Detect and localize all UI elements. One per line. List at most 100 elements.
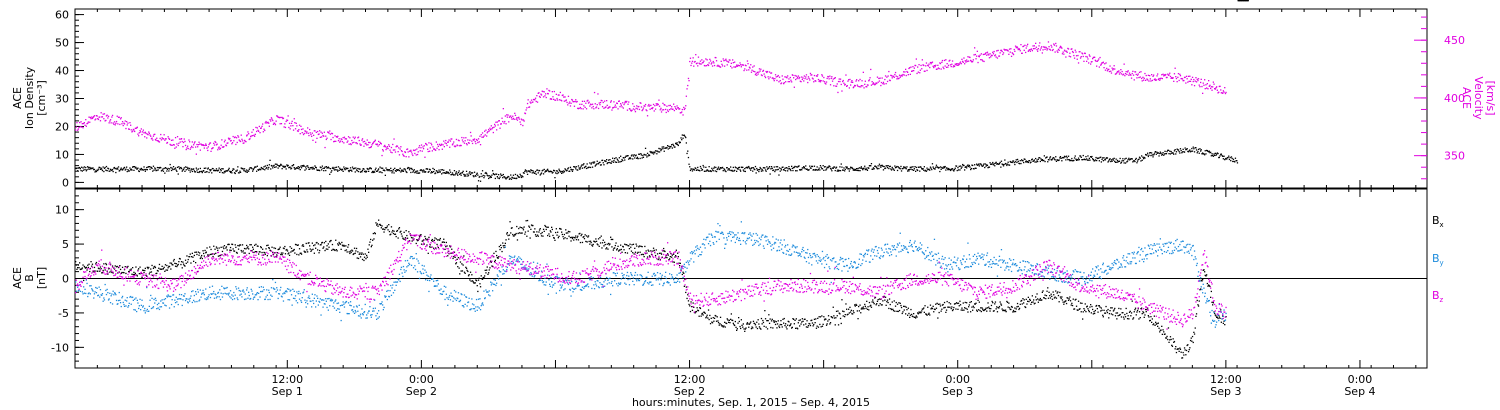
density-point (1202, 152, 1204, 154)
density-point (439, 171, 441, 173)
density-point (1085, 156, 1087, 158)
bx-point (227, 243, 229, 246)
density-point (589, 166, 592, 169)
bx-point (162, 268, 165, 270)
velocity-point (726, 64, 728, 66)
bx-point (337, 243, 339, 245)
velocity-point (105, 115, 108, 117)
density-point (1025, 160, 1027, 162)
velocity-point (1166, 76, 1168, 79)
density-point (637, 158, 639, 160)
velocity-point (711, 62, 713, 64)
velocity-point (425, 143, 427, 145)
density-point (974, 164, 976, 166)
density-point (702, 164, 704, 167)
bx-point (331, 249, 333, 251)
density-point (768, 166, 771, 168)
velocity-point (164, 138, 167, 140)
bx-point (949, 303, 952, 305)
bx-point (309, 248, 311, 250)
density-point (465, 170, 468, 172)
density-point (152, 165, 155, 167)
density-point (391, 172, 393, 174)
density-point (1182, 148, 1184, 150)
density-point (727, 169, 729, 171)
density-point (742, 169, 744, 171)
velocity-point (748, 66, 751, 68)
bx-point (360, 253, 362, 255)
velocity-point (1098, 66, 1100, 68)
velocity-point (1195, 77, 1197, 79)
velocity-point (730, 65, 732, 67)
bx-point (898, 309, 901, 312)
bx-point (805, 323, 807, 325)
bx-point (392, 232, 395, 235)
velocity-point (559, 99, 561, 101)
velocity-point (392, 143, 394, 146)
density-point (187, 167, 189, 169)
bx-point (553, 237, 555, 239)
bx-point (560, 228, 562, 230)
bx-point (974, 303, 976, 305)
bx-point (119, 268, 122, 271)
velocity-point (632, 108, 635, 110)
density-point (175, 169, 177, 171)
bx-point (462, 264, 464, 266)
bx-point (411, 240, 413, 242)
bx-point (529, 237, 531, 239)
velocity-point (558, 94, 560, 96)
velocity-point (815, 75, 818, 77)
velocity-point (377, 145, 379, 147)
velocity-point (1075, 55, 1078, 57)
velocity-point (281, 116, 283, 119)
density-point (744, 170, 746, 173)
velocity-point (762, 70, 764, 72)
density-point (1216, 153, 1218, 155)
velocity-point (860, 86, 862, 88)
bx-point (859, 304, 861, 306)
bx-point (278, 248, 280, 250)
density-point (1017, 160, 1019, 162)
bx-point (93, 266, 96, 269)
bx-point (896, 310, 898, 312)
top-panel-frame (74, 8, 1428, 189)
velocity-point (966, 60, 968, 63)
density-point (129, 167, 131, 169)
density-point (644, 154, 646, 156)
bx-point (302, 245, 305, 247)
bx-point (565, 229, 567, 231)
velocity-point (451, 138, 453, 140)
bx-point (258, 251, 260, 253)
density-point (789, 168, 791, 170)
bx-point (133, 271, 135, 273)
bx-point (325, 240, 327, 243)
density-point (569, 166, 572, 168)
velocity-point (126, 124, 128, 126)
bx-point (841, 299, 843, 301)
bx-point (378, 223, 380, 226)
velocity-point (335, 136, 338, 138)
velocity-point (1200, 81, 1202, 84)
velocity-point (228, 138, 230, 141)
bx-point (272, 254, 275, 256)
velocity-point (733, 66, 735, 68)
bx-point (150, 268, 152, 270)
density-point (949, 168, 951, 170)
velocity-point (717, 64, 719, 66)
bx-point (935, 307, 938, 309)
velocity-point (705, 65, 708, 67)
density-point (909, 166, 911, 168)
density-point (1193, 148, 1195, 150)
bx-point (991, 300, 993, 303)
density-point (546, 169, 548, 171)
bx-point (815, 327, 818, 329)
density-point (89, 168, 91, 170)
density-point (136, 168, 138, 170)
bx-point (151, 264, 153, 267)
bx-point (317, 243, 319, 245)
velocity-point (341, 138, 343, 141)
density-point (755, 172, 757, 174)
bx-point (522, 229, 525, 231)
density-point (696, 169, 698, 171)
density-point (76, 167, 78, 169)
